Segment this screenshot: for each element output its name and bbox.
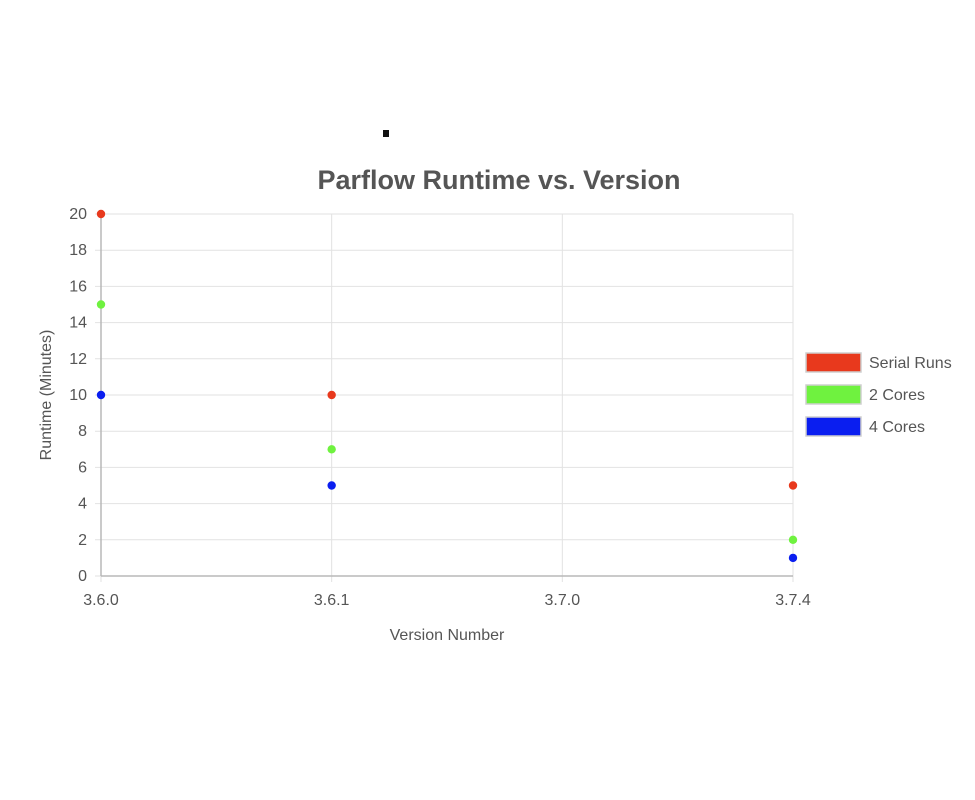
data-point [96, 209, 106, 219]
data-point [327, 390, 336, 400]
data-point [96, 300, 106, 309]
legend-label: 4 Cores [869, 419, 925, 436]
y-tick-label: 6 [78, 459, 87, 476]
x-axis-label: Version Number [390, 627, 505, 644]
y-tick-label: 2 [78, 532, 87, 549]
y-tick-label: 18 [69, 242, 87, 259]
y-tick-label: 4 [78, 496, 87, 513]
stray-mark [383, 130, 389, 137]
legend-label: 2 Cores [869, 387, 925, 404]
x-tick-label: 3.7.4 [775, 592, 811, 609]
data-point [96, 390, 106, 400]
legend: Serial Runs 2 Cores 4 Cores [805, 352, 952, 437]
y-tick-label: 16 [69, 278, 87, 295]
y-axis-label: Runtime (Minutes) [38, 330, 55, 461]
legend-swatch [805, 416, 862, 437]
y-tick-labels: 0 2 4 6 8 10 12 14 16 18 20 [69, 206, 87, 585]
x-tick-label: 3.7.0 [545, 592, 581, 609]
data-point [788, 535, 798, 544]
y-tick-label: 14 [69, 315, 87, 332]
data-point [327, 445, 336, 454]
y-tick-label: 12 [69, 351, 87, 368]
data-point [788, 553, 798, 563]
x-tick-label: 3.6.0 [83, 592, 119, 609]
grid [95, 213, 794, 582]
legend-swatch [805, 384, 862, 405]
legend-swatch [805, 352, 862, 373]
y-tick-label: 10 [69, 387, 87, 404]
y-tick-label: 0 [78, 568, 87, 585]
y-tick-label: 20 [69, 206, 87, 223]
legend-label: Serial Runs [869, 355, 952, 372]
data-points [96, 209, 798, 563]
x-tick-labels: 3.6.0 3.6.1 3.7.0 3.7.4 [83, 592, 811, 609]
data-point [788, 481, 798, 490]
chart-title: Parflow Runtime vs. Version [317, 165, 680, 195]
data-point [327, 481, 336, 490]
x-tick-label: 3.6.1 [314, 592, 350, 609]
y-tick-label: 8 [78, 423, 87, 440]
